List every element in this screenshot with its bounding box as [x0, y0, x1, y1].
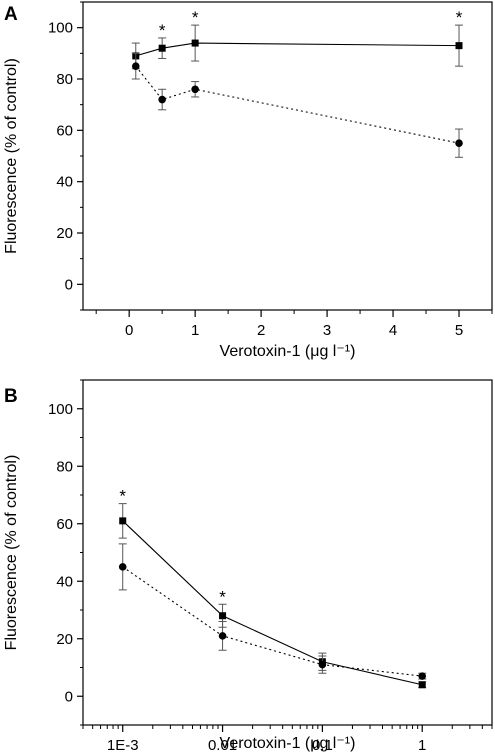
data-point-square: [219, 612, 227, 620]
y-axis-label: Fluorescence (% of control): [3, 58, 20, 254]
chart-panel-a: A 0 20 40 60 80 100 0 1 2 3 4 5 Verotoxin-1 (μg l⁻¹) F…: [3, 1, 493, 360]
data-point-square: [158, 44, 166, 52]
series-circle-dotted: [118, 543, 427, 680]
series-line: [122, 566, 423, 677]
y-tick-label: 0: [65, 688, 73, 705]
y-tick-label: 80: [56, 458, 73, 475]
significance-marker: *: [456, 8, 463, 27]
x-tick-label: 0: [125, 322, 133, 339]
series-circle-dotted: [131, 52, 464, 158]
x-axis-label: Verotoxin-1 (μg l⁻¹): [220, 343, 356, 360]
x-tick-label: 0.01: [208, 737, 237, 752]
y-tick-label: 100: [48, 401, 73, 418]
data-point-circle: [455, 139, 463, 147]
series-line: [135, 42, 460, 57]
y-tick-label: 80: [56, 71, 73, 88]
data-point-square: [418, 681, 426, 689]
series-square-solid: **: [118, 487, 427, 689]
data-point-circle: [318, 660, 327, 669]
y-tick-label: 100: [48, 20, 73, 37]
y-tick-label: 40: [56, 174, 73, 191]
y-axis-label: Fluorescence (% of control): [3, 455, 20, 651]
panel-label: A: [4, 4, 18, 25]
x-tick-label: 2: [257, 322, 265, 339]
x-tick-label: 1: [418, 737, 426, 752]
y-tick-label: 60: [56, 122, 73, 139]
x-tick-label: 3: [323, 322, 331, 339]
data-point-circle: [118, 563, 127, 571]
y-tick-label: 0: [65, 276, 73, 293]
data-point-circle: [218, 632, 227, 640]
plot-frame: [82, 379, 493, 726]
x-tick-label: 1: [191, 322, 199, 339]
chart-panel-b: B 0 20 40 60 80 100 1E-3 0.01 0.1 1 Verotoxin-1 (μg…: [3, 379, 493, 752]
plot-frame: [82, 1, 493, 311]
data-point-circle: [191, 85, 199, 94]
series-square-solid: * * *: [131, 8, 464, 70]
data-point-circle: [131, 62, 140, 70]
data-point-square: [119, 517, 127, 525]
series-line: [135, 65, 460, 144]
series-line: [122, 520, 423, 686]
significance-marker: *: [192, 8, 199, 27]
y-tick-label: 40: [56, 573, 73, 590]
y-tick-label: 20: [56, 225, 73, 242]
x-tick-label: 1E-3: [107, 737, 139, 752]
panel-label: B: [4, 386, 18, 407]
significance-marker: *: [159, 21, 166, 40]
data-point-square: [191, 39, 199, 47]
significance-marker: *: [119, 487, 126, 506]
x-tick-label: 0.1: [312, 737, 333, 752]
data-point-square: [455, 42, 463, 50]
significance-marker: *: [219, 587, 226, 606]
y-tick-label: 20: [56, 631, 73, 648]
data-point-circle: [158, 95, 166, 104]
x-tick-label: 5: [455, 322, 463, 339]
x-tick-label: 4: [389, 322, 397, 339]
data-point-circle: [418, 672, 427, 680]
y-tick-label: 60: [56, 516, 73, 533]
x-axis-label: Verotoxin-1 (μg l⁻¹): [220, 735, 356, 752]
